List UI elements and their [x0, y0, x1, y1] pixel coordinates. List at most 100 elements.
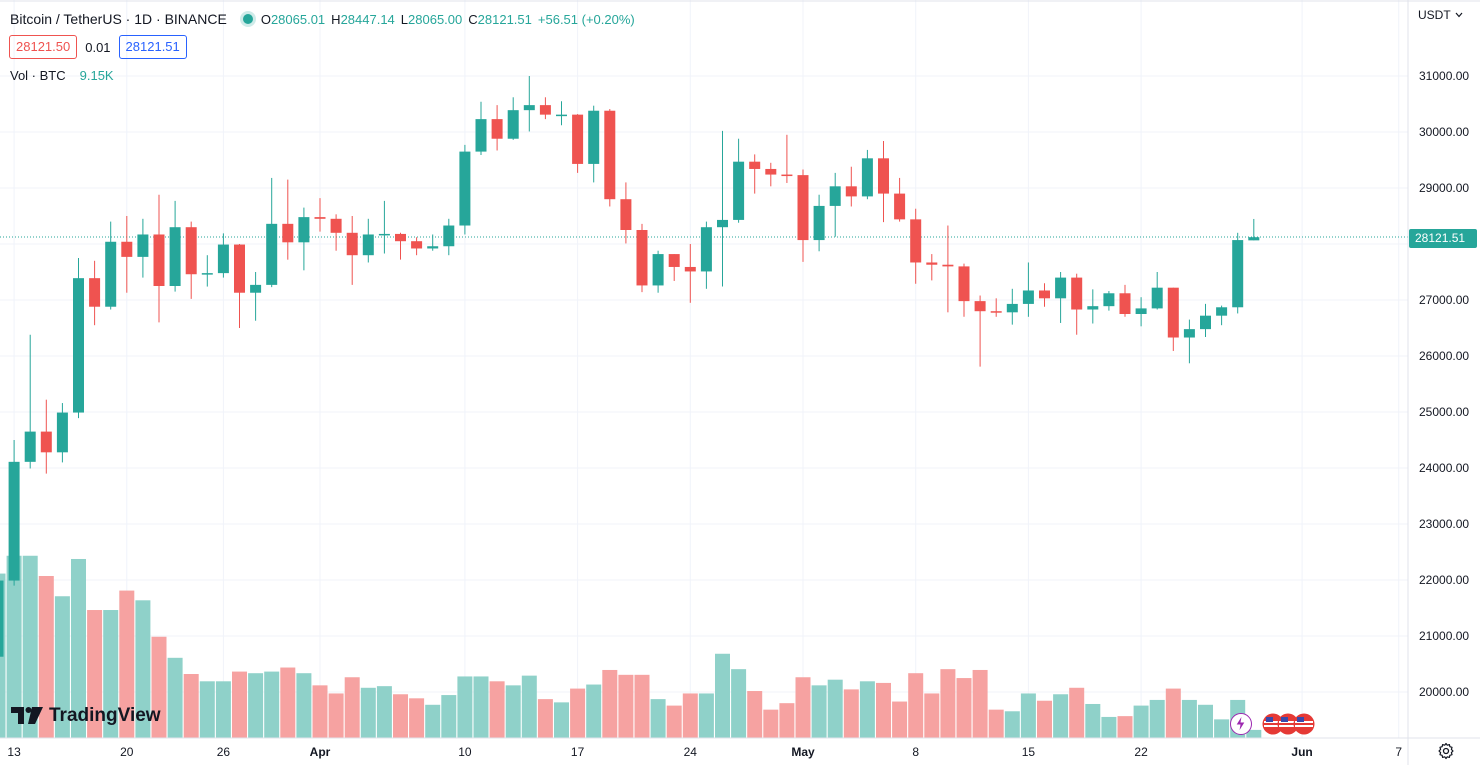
- volume-legend[interactable]: Vol · BTC 9.15K: [10, 68, 114, 83]
- candle-body: [201, 273, 213, 275]
- volume-bar: [1246, 729, 1262, 738]
- volume-bar: [248, 673, 264, 738]
- open-label: O: [260, 11, 271, 27]
- time-tick-label: Apr: [310, 745, 331, 759]
- volume-bar: [376, 686, 392, 738]
- volume-bar: [505, 685, 521, 738]
- price-tick-label: 29000.00: [1419, 181, 1469, 195]
- volume-bar: [650, 699, 666, 738]
- candle-body: [1087, 306, 1099, 310]
- currency-label: USDT: [1418, 8, 1451, 22]
- high-value: 28447.14: [340, 11, 395, 27]
- volume-bar: [71, 558, 86, 738]
- candle-body: [572, 114, 584, 164]
- price-axis[interactable]: 31000.0030000.0029000.0028000.0027000.00…: [1419, 69, 1469, 699]
- candle-body: [910, 219, 922, 263]
- price-tick-label: 23000.00: [1419, 517, 1469, 531]
- candle-body: [942, 264, 954, 267]
- volume-bar: [1020, 693, 1036, 738]
- volume-bar: [135, 600, 151, 738]
- candle-body: [878, 158, 889, 194]
- low-value: 28065.00: [408, 11, 463, 27]
- volume-bar: [22, 555, 38, 738]
- candle-body: [539, 105, 551, 115]
- chart-plot-area[interactable]: [0, 0, 1408, 738]
- candle-body: [765, 168, 777, 175]
- symbol-title[interactable]: Bitcoin / TetherUS · 1D · BINANCE: [10, 11, 227, 27]
- candle-body: [169, 227, 181, 286]
- volume-bar: [1181, 699, 1197, 738]
- volume-value: 9.15K: [79, 68, 114, 83]
- buy-button[interactable]: 28121.51: [118, 35, 187, 59]
- volume-bar: [393, 694, 408, 738]
- candle-body: [395, 233, 406, 242]
- candle-body: [926, 262, 938, 265]
- candle-body: [378, 233, 390, 236]
- volume-bar: [763, 709, 779, 738]
- candle-body: [298, 217, 310, 243]
- gear-icon[interactable]: [1437, 742, 1455, 760]
- candle-body: [556, 114, 567, 117]
- candle-body: [1039, 290, 1050, 299]
- volume-bar: [87, 610, 103, 738]
- candle-body: [1006, 303, 1018, 313]
- volume-bar: [988, 709, 1004, 738]
- candle-body: [1232, 240, 1244, 308]
- volume-bar: [1101, 716, 1117, 738]
- volume-bar: [183, 674, 199, 738]
- volume-bar: [956, 678, 972, 738]
- volume-bar: [441, 695, 457, 738]
- time-tick-label: 17: [571, 745, 585, 759]
- candle-body: [443, 225, 455, 247]
- candle-body: [56, 412, 68, 453]
- us-flag-icon[interactable]: [1277, 713, 1299, 735]
- tradingview-logo[interactable]: TradingView: [11, 705, 161, 727]
- volume-bar: [1117, 716, 1133, 738]
- volume-bar: [827, 679, 843, 738]
- candle-body: [40, 431, 52, 453]
- close-label: C: [468, 11, 478, 27]
- volume-bar: [54, 596, 70, 738]
- candle-body: [717, 219, 728, 228]
- time-tick-label: 8: [912, 745, 919, 759]
- symbol-legend[interactable]: Bitcoin / TetherUS · 1D · BINANCE O28065…: [10, 11, 635, 27]
- time-axis[interactable]: 13 20 26 Apr 10 17 24 May 8 15 22 Jun 7: [7, 745, 1402, 759]
- volume-bar: [602, 669, 618, 738]
- spread-value: 0.01: [85, 39, 111, 55]
- volume-bar: [473, 676, 489, 738]
- candle-body: [459, 151, 471, 226]
- time-tick-label: 7: [1395, 745, 1402, 759]
- us-flag-icon[interactable]: [1293, 713, 1315, 735]
- candle-body: [137, 234, 149, 257]
- time-tick-label: 10: [458, 745, 472, 759]
- candle-body: [1135, 308, 1147, 314]
- volume-bar: [618, 674, 634, 738]
- us-flag-icon[interactable]: [1262, 713, 1284, 735]
- lightning-icon[interactable]: [1230, 713, 1252, 735]
- volume-bar: [779, 703, 795, 738]
- low-label: L: [400, 11, 409, 27]
- candle-body: [330, 218, 342, 233]
- candle-body: [153, 234, 165, 286]
- market-status-dot[interactable]: [242, 14, 253, 24]
- price-tick-label: 30000.00: [1419, 125, 1469, 139]
- candle-body: [1248, 237, 1260, 241]
- close-value: 28121.51: [477, 11, 532, 27]
- volume-bar: [876, 682, 891, 738]
- time-tick-label: May: [791, 745, 815, 759]
- volume-bar: [972, 669, 988, 738]
- candle-body: [475, 119, 487, 152]
- price-tick-label: 27000.00: [1419, 293, 1469, 307]
- volume-bar: [843, 689, 859, 738]
- currency-selector[interactable]: USDT: [1418, 8, 1463, 22]
- ohlc-values: O28065.01 H28447.14 L28065.00 C28121.51 …: [261, 12, 635, 27]
- price-tick-label: 25000.00: [1419, 405, 1469, 419]
- volume-bar: [811, 685, 827, 738]
- candle-body: [990, 311, 1002, 313]
- candle-body: [8, 461, 20, 581]
- candle-body: [346, 232, 358, 256]
- sell-button[interactable]: 28121.50: [9, 35, 78, 59]
- volume-bar: [38, 576, 54, 738]
- tradingview-logo-icon: [11, 707, 43, 724]
